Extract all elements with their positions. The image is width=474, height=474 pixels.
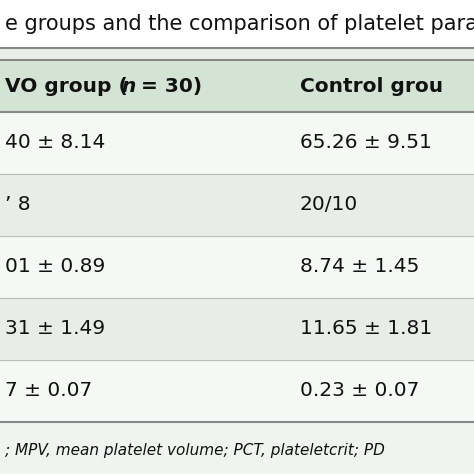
Text: ’ 8: ’ 8 <box>5 195 31 215</box>
Text: 0.23 ± 0.07: 0.23 ± 0.07 <box>300 382 419 401</box>
Text: 01 ± 0.89: 01 ± 0.89 <box>5 257 105 276</box>
Text: 65.26 ± 9.51: 65.26 ± 9.51 <box>300 134 432 153</box>
Text: VO group (: VO group ( <box>5 76 128 95</box>
Text: ; MPV, mean platelet volume; PCT, plateletcrit; PD: ; MPV, mean platelet volume; PCT, platel… <box>5 444 385 458</box>
Text: Control grou: Control grou <box>300 76 443 95</box>
Text: = 30): = 30) <box>134 76 202 95</box>
Text: 40 ± 8.14: 40 ± 8.14 <box>5 134 105 153</box>
Text: 8.74 ± 1.45: 8.74 ± 1.45 <box>300 257 419 276</box>
Text: 31 ± 1.49: 31 ± 1.49 <box>5 319 105 338</box>
Text: 11.65 ± 1.81: 11.65 ± 1.81 <box>300 319 432 338</box>
Text: n: n <box>121 76 136 95</box>
Text: e groups and the comparison of platelet para: e groups and the comparison of platelet … <box>5 14 474 34</box>
Text: 20/10: 20/10 <box>300 195 358 215</box>
Text: 7 ± 0.07: 7 ± 0.07 <box>5 382 92 401</box>
